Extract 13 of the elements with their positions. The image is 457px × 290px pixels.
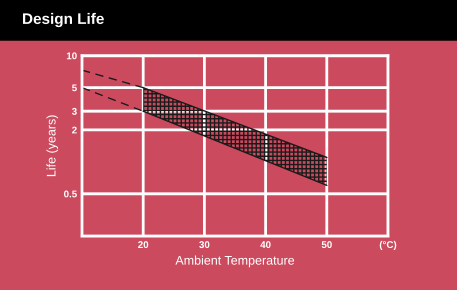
x-tick-label: 40: [260, 241, 271, 248]
y-tick-label: 3: [72, 108, 77, 115]
chart-title: Design Life: [23, 12, 104, 28]
y-tick-label: 10: [66, 52, 77, 60]
x-tick-label: 30: [199, 241, 210, 248]
x-tick-label: (°C): [380, 240, 396, 250]
x-axis-title: Ambient Temperature: [175, 256, 294, 268]
y-tick-label: 0.5: [64, 190, 77, 198]
x-tick-label: 50: [322, 241, 332, 248]
y-axis-title: Life (years): [46, 115, 58, 176]
y-tick-label: 2: [72, 126, 77, 134]
y-tick-label: 5: [72, 84, 77, 92]
x-tick-label: 20: [138, 241, 148, 248]
